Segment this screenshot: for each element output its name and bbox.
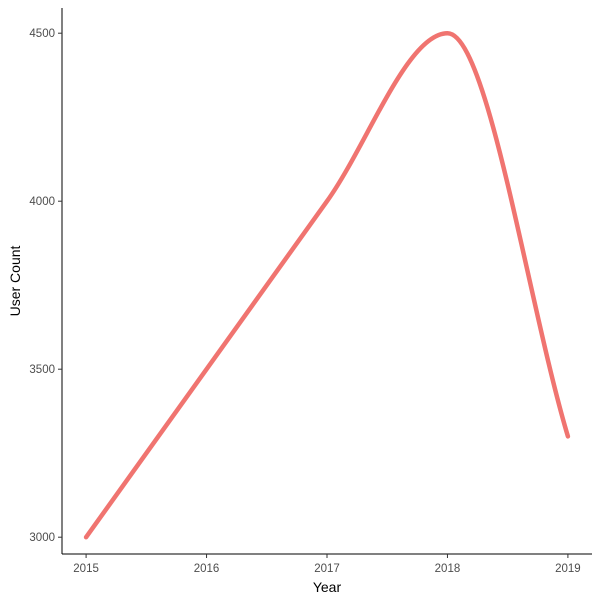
y-tick-label: 3000 [29, 532, 55, 544]
x-tick-label: 2019 [555, 563, 581, 575]
x-ticks: 2015 2016 2017 2018 2019 [73, 554, 581, 575]
x-axis-title: Year [313, 579, 342, 595]
x-tick-label: 2015 [73, 563, 99, 575]
x-tick-label: 2017 [314, 563, 340, 575]
series-line [83, 30, 571, 540]
y-ticks: 3000 3500 4000 4500 [29, 28, 62, 544]
x-tick-label: 2018 [435, 563, 461, 575]
series-layer [83, 30, 571, 540]
x-tick-label: 2016 [194, 563, 220, 575]
y-tick-label: 4000 [29, 196, 55, 208]
axes [61, 8, 592, 555]
y-tick-label: 3500 [29, 364, 55, 376]
y-axis-title: User Count [7, 245, 23, 316]
y-tick-label: 4500 [29, 28, 55, 40]
